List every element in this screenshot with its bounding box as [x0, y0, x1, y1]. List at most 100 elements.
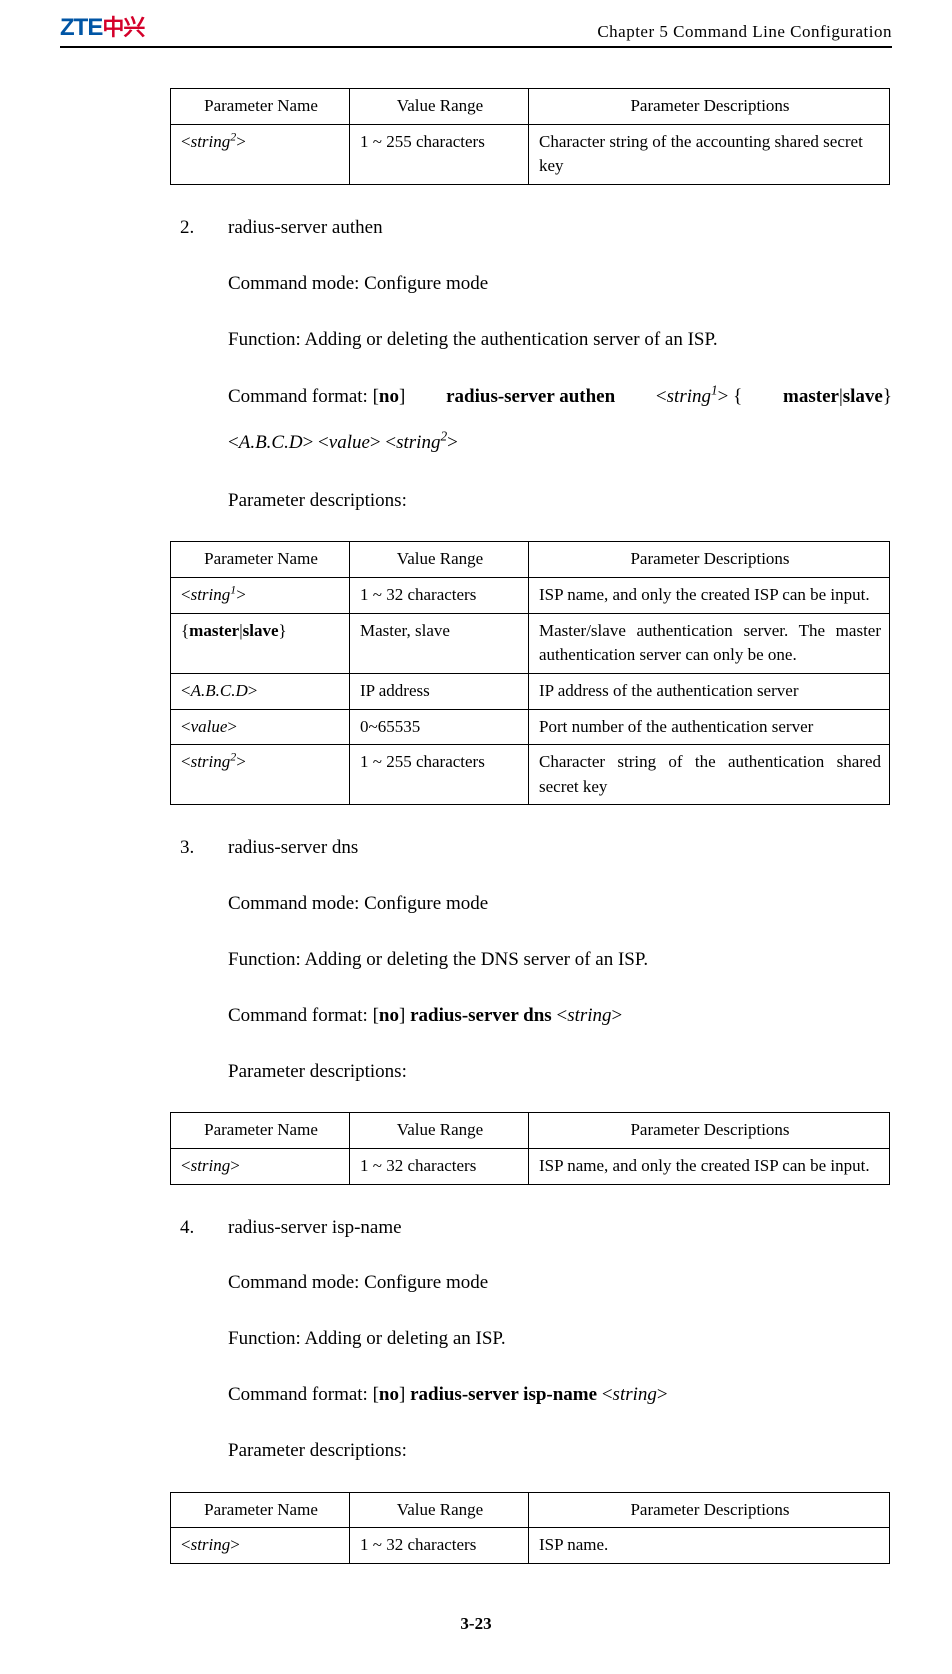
text: < [181, 132, 191, 151]
t: no [379, 386, 399, 407]
t: slave [243, 621, 279, 640]
t: string [191, 585, 231, 604]
list-body: radius-server dns Command mode: Configur… [228, 827, 892, 1106]
cell: <string> [171, 1528, 350, 1564]
table-row: <string> 1 ~ 32 characters ISP name, and… [171, 1149, 890, 1185]
chapter-title: Chapter 5 Command Line Configuration [597, 22, 892, 42]
col-header: Parameter Name [171, 1113, 350, 1149]
t: > [230, 1156, 240, 1175]
page-header: ZTE中兴 Chapter 5 Command Line Configurati… [60, 10, 892, 48]
table-row: <string1> 1 ~ 32 characters ISP name, an… [171, 577, 890, 613]
t: > [230, 1535, 240, 1554]
section-3: 3. radius-server dns Command mode: Confi… [170, 827, 892, 1106]
t: < [181, 1156, 191, 1175]
cell: {master|slave} [171, 613, 350, 673]
table-header-row: Parameter Name Value Range Parameter Des… [171, 1113, 890, 1149]
t: radius-server isp-name [410, 1384, 597, 1405]
section-title: radius-server isp-name [228, 1207, 892, 1249]
section-2: 2. radius-server authen Command mode: Co… [170, 207, 892, 535]
cell: <value> [171, 709, 350, 745]
table-row: <string> 1 ~ 32 characters ISP name. [171, 1528, 890, 1564]
col-header: Value Range [350, 542, 529, 578]
t: string [567, 1005, 611, 1026]
cell-description: Character string of the accounting share… [529, 124, 890, 184]
t: radius-server authen [446, 374, 615, 420]
cell-param-name: <string2> [171, 124, 350, 184]
cell: 1 ~ 32 characters [350, 577, 529, 613]
t: string [191, 1535, 231, 1554]
t: ] [399, 1005, 410, 1026]
t: Command format: [ [228, 1005, 379, 1026]
t: string [667, 386, 711, 407]
cell: <string> [171, 1149, 350, 1185]
cell: <string1> [171, 577, 350, 613]
t: > [612, 1005, 623, 1026]
t: string [396, 432, 440, 453]
t: value [191, 717, 228, 736]
t: string [191, 752, 231, 771]
t: > [236, 585, 246, 604]
cell: Master/slave authentication server. The … [529, 613, 890, 673]
col-header: Parameter Name [171, 542, 350, 578]
sup: 1 [711, 383, 718, 398]
cell: Master, slave [350, 613, 529, 673]
logo: ZTE中兴 [60, 10, 144, 42]
table-row: <string2> 1 ~ 255 characters Character s… [171, 745, 890, 805]
col-header: Parameter Name [171, 89, 350, 125]
table-header-row: Parameter Name Value Range Parameter Des… [171, 89, 890, 125]
parameter-table-3: Parameter Name Value Range Parameter Des… [170, 1112, 890, 1184]
parameter-table-4: Parameter Name Value Range Parameter Des… [170, 1492, 890, 1564]
section-title: radius-server authen [228, 207, 892, 249]
col-header: Parameter Descriptions [529, 1492, 890, 1528]
t: no [379, 1384, 399, 1405]
table-row: <A.B.C.D> IP address IP address of the a… [171, 673, 890, 709]
t: master|slave} [783, 374, 892, 420]
param-desc-label: Parameter descriptions: [228, 1430, 892, 1472]
parameter-table-2: Parameter Name Value Range Parameter Des… [170, 541, 890, 805]
t: > < [303, 432, 329, 453]
col-header: Parameter Descriptions [529, 89, 890, 125]
cell: ISP name, and only the created ISP can b… [529, 577, 890, 613]
col-header: Parameter Descriptions [529, 542, 890, 578]
t: < [552, 1005, 567, 1026]
function-text: Function: Adding or deleting the DNS ser… [228, 939, 892, 981]
page-number: 3-23 [60, 1614, 892, 1634]
t: master [783, 386, 839, 407]
text: string [191, 132, 231, 151]
t: < [656, 386, 667, 407]
command-format: Command format: [no] radius-server authe… [228, 374, 892, 465]
cell: IP address of the authentication server [529, 673, 890, 709]
list-body: radius-server isp-name Command mode: Con… [228, 1207, 892, 1486]
function-text: Function: Adding or deleting an ISP. [228, 1318, 892, 1360]
text: > [236, 132, 246, 151]
cell: Port number of the authentication server [529, 709, 890, 745]
t: { [181, 621, 189, 640]
parameter-table-1: Parameter Name Value Range Parameter Des… [170, 88, 890, 185]
t: A.B.C.D [191, 681, 248, 700]
table-row: <value> 0~65535 Port number of the authe… [171, 709, 890, 745]
function-text: Function: Adding or deleting the authent… [228, 319, 892, 361]
t: A.B.C.D [239, 432, 303, 453]
table-header-row: Parameter Name Value Range Parameter Des… [171, 1492, 890, 1528]
cell: <A.B.C.D> [171, 673, 350, 709]
t: > { [718, 386, 743, 407]
table-row: {master|slave} Master, slave Master/slav… [171, 613, 890, 673]
t: <string1> { [656, 374, 742, 420]
cell-value-range: 1 ~ 255 characters [350, 124, 529, 184]
t: Command format: [no] [228, 374, 405, 420]
list-number: 2. [170, 207, 228, 535]
t: string [191, 1156, 231, 1175]
cell: ISP name, and only the created ISP can b… [529, 1149, 890, 1185]
command-mode: Command mode: Configure mode [228, 883, 892, 925]
command-mode: Command mode: Configure mode [228, 1262, 892, 1304]
table-row: <string2> 1 ~ 255 characters Character s… [171, 124, 890, 184]
t: < [181, 752, 191, 771]
col-header: Value Range [350, 89, 529, 125]
col-header: Parameter Descriptions [529, 1113, 890, 1149]
command-format: Command format: [no] radius-server isp-n… [228, 1374, 892, 1416]
t: > [236, 752, 246, 771]
t: } [883, 386, 892, 407]
t: master [189, 621, 239, 640]
cell: <string2> [171, 745, 350, 805]
t: < [181, 585, 191, 604]
